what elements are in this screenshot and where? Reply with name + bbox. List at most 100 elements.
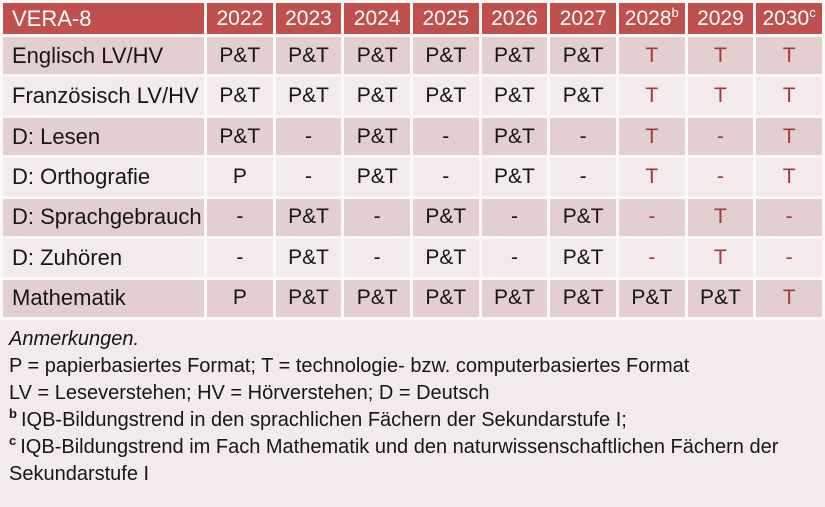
- cell-value: -: [687, 117, 754, 156]
- cell-value: -: [412, 158, 479, 196]
- year-header-2027: 2027: [550, 3, 616, 34]
- row-label: D: Orthografie: [3, 158, 204, 196]
- cell-value: P&T: [687, 279, 754, 317]
- cell-value: T: [687, 77, 754, 115]
- note-abbreviations: LV = Leseverstehen; HV = Hörverstehen; D…: [9, 382, 490, 404]
- cell-value: P&T: [481, 77, 548, 115]
- cell-value: T: [687, 239, 754, 277]
- cell-value: -: [207, 239, 273, 277]
- cell-value: T: [618, 117, 685, 156]
- cell-value: -: [481, 239, 548, 277]
- row-label: D: Sprachgebrauch: [3, 198, 204, 237]
- cell-value: T: [756, 158, 822, 196]
- year-header-2024: 2024: [344, 3, 410, 34]
- cell-value: -: [550, 158, 616, 196]
- cell-value: -: [344, 198, 410, 237]
- year-superscript-b: b: [671, 4, 679, 20]
- cell-value: P&T: [412, 37, 479, 75]
- cell-value: -: [550, 117, 616, 156]
- cell-value: P&T: [550, 77, 616, 115]
- footnote-b-text: IQB-Bildungstrend in den sprachlichen Fä…: [20, 409, 627, 431]
- cell-value: P&T: [275, 37, 342, 75]
- cell-value: P&T: [618, 279, 685, 317]
- cell-value: -: [344, 239, 410, 277]
- cell-value: P&T: [344, 37, 410, 75]
- cell-value: T: [756, 279, 822, 317]
- table-row-d-orthografie: D: Orthografie P - P&T - P&T - T - T: [3, 158, 822, 196]
- table-row-d-lesen: D: Lesen P&T - P&T - P&T - T - T: [3, 117, 822, 156]
- note-footnote-c: c IQB-Bildungstrend im Fach Mathematik un…: [9, 434, 815, 488]
- cell-value: P&T: [412, 279, 479, 317]
- cell-value: P&T: [275, 239, 342, 277]
- cell-value: P&T: [481, 158, 548, 196]
- year-header-2026: 2026: [481, 3, 548, 34]
- year-header-2029: 2029: [687, 3, 754, 34]
- cell-value: -: [756, 198, 822, 237]
- cell-value: P&T: [344, 158, 410, 196]
- vera8-schedule-table: VERA-8 2022 2023 2024 2025 2026 2027 202…: [3, 3, 822, 317]
- row-label: Englisch LV/HV: [3, 37, 204, 75]
- cell-value: T: [618, 37, 685, 75]
- cell-value: T: [687, 198, 754, 237]
- cell-value: P&T: [412, 239, 479, 277]
- year-superscript-c: c: [809, 4, 816, 20]
- note-format-legend: P = papierbasiertes Format; T = technolo…: [9, 355, 690, 377]
- cell-value: -: [275, 117, 342, 156]
- year-header-2030: 2030c: [756, 3, 822, 34]
- cell-value: P&T: [344, 279, 410, 317]
- cell-value: P&T: [344, 77, 410, 115]
- table-row-d-sprachgebrauch: D: Sprachgebrauch - P&T - P&T - P&T - T …: [3, 198, 822, 237]
- cell-value: P&T: [481, 37, 548, 75]
- cell-value: P&T: [481, 279, 548, 317]
- cell-value: P&T: [481, 117, 548, 156]
- cell-value: T: [756, 77, 822, 115]
- footnote-b-marker: b: [9, 406, 17, 422]
- year-header-2023: 2023: [275, 3, 342, 34]
- cell-value: -: [275, 158, 342, 196]
- notes-title: Anmerkungen.: [9, 328, 140, 350]
- cell-value: T: [756, 37, 822, 75]
- cell-value: -: [756, 239, 822, 277]
- cell-value: -: [481, 198, 548, 237]
- table-row-franzoesisch: Französisch LV/HV P&T P&T P&T P&T P&T P&…: [3, 77, 822, 115]
- row-label: Mathematik: [3, 279, 204, 317]
- cell-value: P&T: [344, 117, 410, 156]
- row-label: D: Zuhören: [3, 239, 204, 277]
- cell-value: T: [687, 37, 754, 75]
- year-header-2022: 2022: [207, 3, 273, 34]
- cell-value: P&T: [550, 239, 616, 277]
- cell-value: P&T: [412, 77, 479, 115]
- cell-value: P&T: [207, 77, 273, 115]
- notes-section: Anmerkungen. P = papierbasiertes Format;…: [0, 320, 825, 507]
- table-row-d-zuhoeren: D: Zuhören - P&T - P&T - P&T - T -: [3, 239, 822, 277]
- cell-value: P&T: [412, 198, 479, 237]
- footnote-c-text: IQB-Bildungstrend im Fach Mathematik und…: [9, 436, 779, 485]
- cell-value: P&T: [550, 198, 616, 237]
- cell-value: P: [207, 158, 273, 196]
- cell-value: P&T: [275, 198, 342, 237]
- table-row-englisch: Englisch LV/HV P&T P&T P&T P&T P&T P&T T…: [3, 37, 822, 75]
- table-row-mathematik: Mathematik P P&T P&T P&T P&T P&T P&T P&T…: [3, 279, 822, 317]
- row-label: D: Lesen: [3, 117, 204, 156]
- cell-value: -: [618, 198, 685, 237]
- cell-value: P&T: [275, 77, 342, 115]
- cell-value: P&T: [550, 279, 616, 317]
- cell-value: -: [618, 239, 685, 277]
- footnote-c-marker: c: [9, 433, 17, 449]
- cell-value: T: [756, 117, 822, 156]
- cell-value: -: [412, 117, 479, 156]
- row-label: Französisch LV/HV: [3, 77, 204, 115]
- cell-value: P: [207, 279, 273, 317]
- cell-value: P&T: [275, 279, 342, 317]
- cell-value: P&T: [550, 37, 616, 75]
- cell-value: T: [618, 158, 685, 196]
- cell-value: P&T: [207, 37, 273, 75]
- cell-value: -: [207, 198, 273, 237]
- note-footnote-b: b IQB-Bildungstrend in den sprachlichen F…: [9, 407, 815, 434]
- cell-value: -: [687, 158, 754, 196]
- year-header-2028: 2028b: [618, 3, 685, 34]
- header-row: VERA-8 2022 2023 2024 2025 2026 2027 202…: [3, 3, 822, 34]
- table-corner-header: VERA-8: [3, 3, 204, 34]
- cell-value: T: [618, 77, 685, 115]
